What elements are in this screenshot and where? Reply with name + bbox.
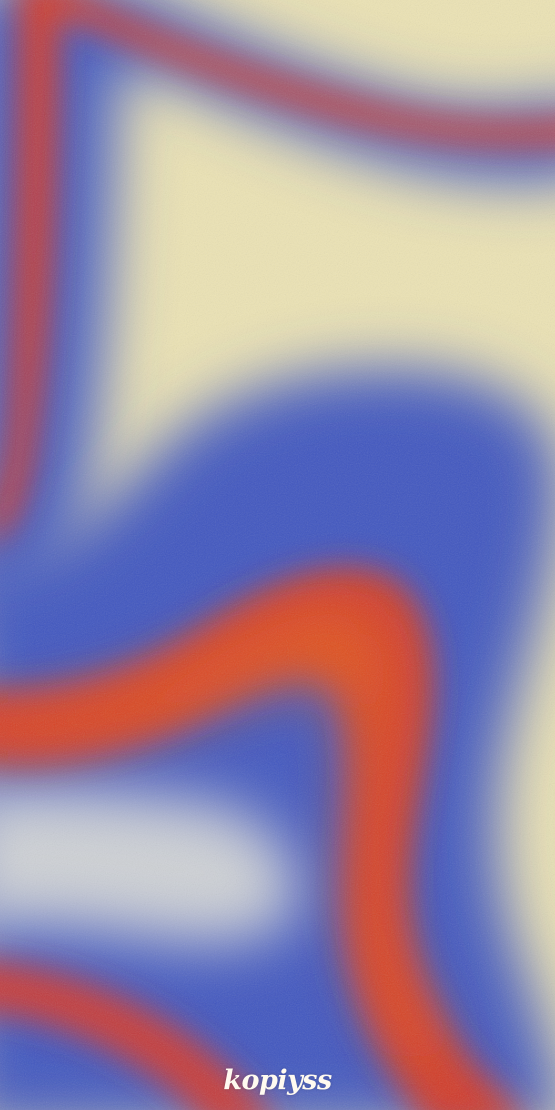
watermark-text: kopiyss (223, 1065, 332, 1096)
